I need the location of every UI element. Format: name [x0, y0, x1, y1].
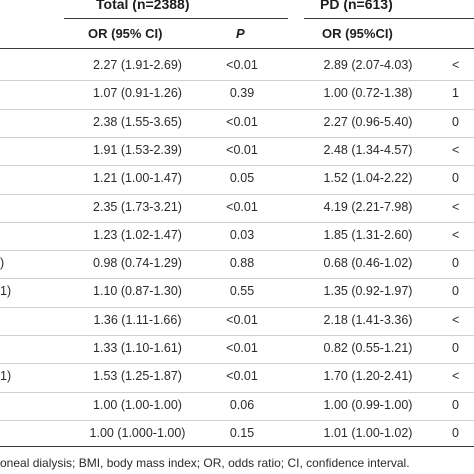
p-pd-cell: <: [452, 312, 460, 327]
or-pd-cell: 2.18 (1.41-3.36): [323, 312, 413, 327]
or-total-cell: 2.38 (1.55-3.65): [93, 114, 182, 129]
or-total-cell: 1.91 (1.53-2.39): [93, 142, 182, 157]
row-divider: [0, 363, 474, 364]
or-total-cell: 1.36 (1.11-1.66): [93, 312, 182, 327]
p-pd-cell: <: [452, 58, 460, 72]
or-pd-cell: 1.00 (0.72-1.38): [323, 86, 413, 101]
or-pd-cell: 0.68 (0.46-1.02): [323, 256, 413, 271]
p-total-cell: 0.05: [229, 171, 255, 186]
or-total-cell: 1.10 (0.87-1.30): [93, 284, 182, 299]
row-divider: [0, 194, 474, 195]
table-footnote: oneal dialysis; BMI, body mass index; OR…: [0, 456, 410, 470]
p-total-cell: <0.01: [226, 369, 258, 384]
row-divider: [0, 137, 474, 138]
p-pd-cell: <: [452, 142, 460, 157]
or-column-header-total: OR (95% CI): [88, 26, 163, 41]
or-pd-cell: 2.27 (0.96-5.40): [323, 114, 413, 129]
or-column-header-pd: OR (95%CI): [322, 26, 393, 41]
or-total-cell: 0.98 (0.74-1.29): [93, 256, 182, 271]
p-pd-cell: <: [452, 369, 460, 384]
p-pd-cell: 0: [452, 284, 459, 299]
or-pd-cell: 2.89 (2.07-4.03): [323, 58, 413, 72]
row-divider: [0, 392, 474, 393]
row-label: ): [0, 256, 5, 271]
row-divider: [0, 420, 474, 421]
p-total-cell: <0.01: [226, 199, 258, 214]
pd-group-rule: [304, 18, 474, 19]
p-total-cell: 0.55: [229, 284, 255, 299]
pd-group-header: PD (n=613): [320, 0, 393, 12]
p-total-cell: 0.06: [229, 397, 255, 412]
row-label: 1): [0, 284, 12, 299]
p-total-cell: 0.03: [229, 227, 255, 242]
p-pd-cell: 0: [452, 341, 459, 355]
row-divider: [0, 250, 474, 251]
p-pd-cell: 0: [452, 425, 459, 440]
p-total-cell: 0.15: [229, 425, 255, 440]
or-pd-cell: 4.19 (2.21-7.98): [323, 199, 413, 214]
p-pd-cell: 0: [452, 171, 459, 186]
or-total-cell: 2.35 (1.73-3.21): [93, 199, 182, 214]
or-pd-cell: 1.35 (0.92-1.97): [323, 284, 413, 299]
p-total-cell: <0.01: [226, 58, 258, 72]
row-divider: [0, 278, 474, 279]
or-total-cell: 1.23 (1.02-1.47): [93, 227, 182, 242]
p-pd-cell: 0: [452, 256, 459, 271]
row-divider: [0, 307, 474, 308]
total-group-header: Total (n=2388): [96, 0, 190, 12]
p-pd-cell: 0: [452, 397, 459, 412]
or-pd-cell: 1.70 (1.20-2.41): [323, 369, 413, 384]
p-total-cell: <0.01: [226, 341, 258, 355]
p-pd-cell: 0: [452, 114, 459, 129]
p-total-cell: <0.01: [226, 312, 258, 327]
or-pd-cell: 1.85 (1.31-2.60): [323, 227, 413, 242]
header-bottom-rule: [0, 48, 474, 49]
or-total-cell: 2.27 (1.91-2.69): [93, 58, 182, 72]
row-divider: [0, 335, 474, 336]
or-total-cell: 1.00 (1.00-1.00): [93, 397, 182, 412]
or-pd-cell: 0.82 (0.55-1.21): [323, 341, 413, 355]
row-divider: [0, 222, 474, 223]
p-pd-cell: <: [452, 199, 460, 214]
or-total-cell: 1.33 (1.10-1.61): [93, 341, 182, 355]
row-divider: [0, 109, 474, 110]
p-total-cell: 0.88: [229, 256, 255, 271]
or-total-cell: 1.53 (1.25-1.87): [93, 369, 182, 384]
p-column-header-total: P: [236, 26, 245, 41]
or-pd-cell: 1.52 (1.04-2.22): [323, 171, 413, 186]
p-total-cell: <0.01: [226, 142, 258, 157]
or-total-cell: 1.00 (1.000-1.00): [89, 425, 186, 440]
p-pd-cell: <: [452, 227, 460, 242]
row-label: 1): [0, 369, 12, 384]
or-pd-cell: 2.48 (1.34-4.57): [323, 142, 413, 157]
p-total-cell: <0.01: [226, 114, 258, 129]
or-total-cell: 1.21 (1.00-1.47): [93, 171, 182, 186]
or-pd-cell: 1.01 (1.00-1.02): [323, 425, 413, 440]
row-divider: [0, 80, 474, 81]
table-bottom-rule: [0, 446, 474, 447]
or-total-cell: 1.07 (0.91-1.26): [93, 86, 182, 101]
p-pd-cell: 1: [452, 86, 459, 101]
total-group-rule: [64, 18, 288, 19]
row-divider: [0, 165, 474, 166]
p-total-cell: 0.39: [229, 86, 255, 101]
or-pd-cell: 1.00 (0.99-1.00): [323, 397, 413, 412]
